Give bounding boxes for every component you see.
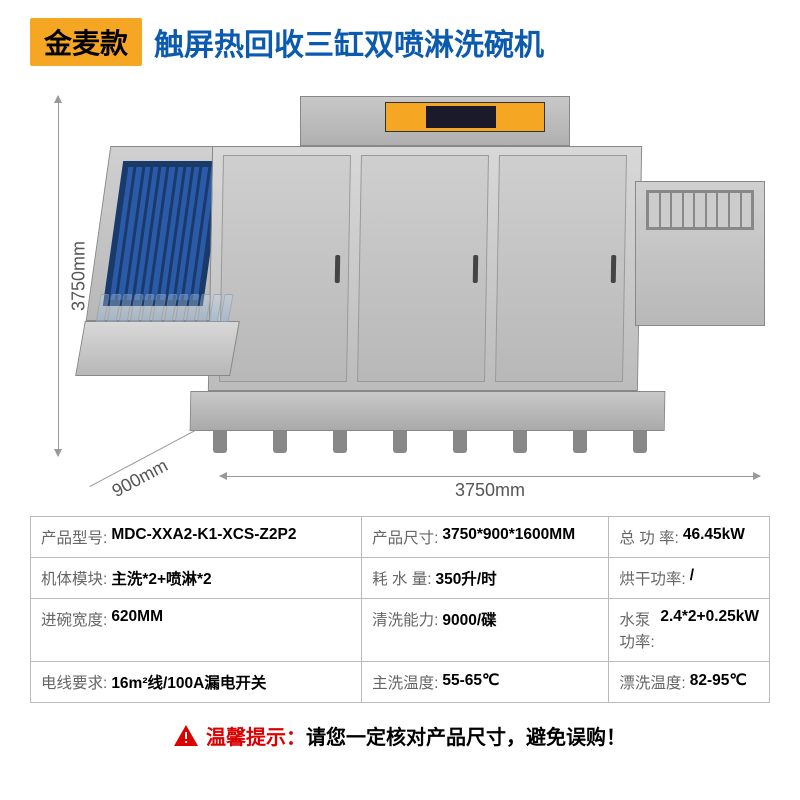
conveyor-in xyxy=(75,321,240,376)
spec-row: 机体模块:主洗*2+喷淋*2耗 水 量:350升/时烘干功率:/ xyxy=(31,558,769,599)
main-body xyxy=(208,146,642,391)
warning-text: 请您一定核对产品尺寸，避免误购！ xyxy=(306,727,626,749)
spec-label: 烘干功率: xyxy=(619,567,685,589)
spec-label: 耗 水 量: xyxy=(372,567,431,589)
spec-value: 350升/时 xyxy=(436,567,497,589)
spec-cell: 漂洗温度:82-95℃ xyxy=(609,662,769,702)
spec-cell: 烘干功率:/ xyxy=(609,558,769,598)
warning-icon xyxy=(174,725,198,746)
spec-cell: 清洗能力:9000/碟 xyxy=(362,599,609,661)
spec-cell: 耗 水 量:350升/时 xyxy=(362,558,609,598)
spec-cell: 电线要求:16m²线/100A漏电开关 xyxy=(31,662,362,702)
spec-label: 水泵功率: xyxy=(619,608,656,652)
model-badge: 金麦款 xyxy=(30,18,142,66)
dimension-depth: 900mm xyxy=(90,436,200,486)
spec-table: 产品型号:MDC-XXA2-K1-XCS-Z2P2产品尺寸:3750*900*1… xyxy=(30,516,770,703)
spec-label: 机体模块: xyxy=(41,567,107,589)
spec-label: 总 功 率: xyxy=(619,526,678,548)
product-diagram: 3750mm 900mm 3750mm xyxy=(20,76,780,516)
spec-label: 清洗能力: xyxy=(372,608,438,652)
spec-label: 进碗宽度: xyxy=(41,608,107,652)
spec-cell: 产品尺寸:3750*900*1600MM xyxy=(362,517,609,557)
warning-notice: 温馨提示：请您一定核对产品尺寸，避免误购！ xyxy=(30,721,770,750)
spec-value: 55-65℃ xyxy=(442,671,499,693)
dim-depth-label: 900mm xyxy=(109,455,172,502)
spec-label: 漂洗温度: xyxy=(619,671,685,693)
spec-row: 进碗宽度:620MM清洗能力:9000/碟水泵功率:2.4*2+0.25kW xyxy=(31,599,769,662)
spec-cell: 进碗宽度:620MM xyxy=(31,599,362,661)
spec-row: 产品型号:MDC-XXA2-K1-XCS-Z2P2产品尺寸:3750*900*1… xyxy=(31,517,769,558)
spec-value: 620MM xyxy=(111,608,163,652)
spec-value: 2.4*2+0.25kW xyxy=(660,608,759,652)
spec-label: 产品型号: xyxy=(41,526,107,548)
spec-value: 82-95℃ xyxy=(690,671,747,693)
spec-value: / xyxy=(690,567,694,589)
spec-label: 电线要求: xyxy=(41,671,107,693)
spec-row: 电线要求:16m²线/100A漏电开关主洗温度:55-65℃漂洗温度:82-95… xyxy=(31,662,769,702)
spec-value: 主洗*2+喷淋*2 xyxy=(111,567,211,589)
dim-height-label: 3750mm xyxy=(69,241,90,311)
header: 金麦款 触屏热回收三缸双喷淋洗碗机 xyxy=(0,0,800,76)
spec-cell: 总 功 率:46.45kW xyxy=(609,517,769,557)
spec-value: MDC-XXA2-K1-XCS-Z2P2 xyxy=(111,526,296,548)
warning-prefix: 温馨提示： xyxy=(206,727,306,749)
product-title: 触屏热回收三缸双喷淋洗碗机 xyxy=(154,20,544,64)
dim-width-label: 3750mm xyxy=(455,480,525,501)
spec-value: 16m²线/100A漏电开关 xyxy=(111,671,266,693)
control-panel-icon xyxy=(385,102,545,132)
spec-cell: 产品型号:MDC-XXA2-K1-XCS-Z2P2 xyxy=(31,517,362,557)
dimension-height: 3750mm xyxy=(48,96,68,456)
spec-label: 产品尺寸: xyxy=(372,526,438,548)
spec-cell: 机体模块:主洗*2+喷淋*2 xyxy=(31,558,362,598)
spec-value: 9000/碟 xyxy=(442,608,496,652)
spec-value: 46.45kW xyxy=(683,526,745,548)
machine-illustration xyxy=(90,96,760,456)
spec-label: 主洗温度: xyxy=(372,671,438,693)
spec-value: 3750*900*1600MM xyxy=(442,526,575,548)
spec-cell: 水泵功率:2.4*2+0.25kW xyxy=(609,599,769,661)
exit-section xyxy=(635,181,765,326)
dimension-width: 3750mm xyxy=(220,466,760,486)
spec-cell: 主洗温度:55-65℃ xyxy=(362,662,609,702)
